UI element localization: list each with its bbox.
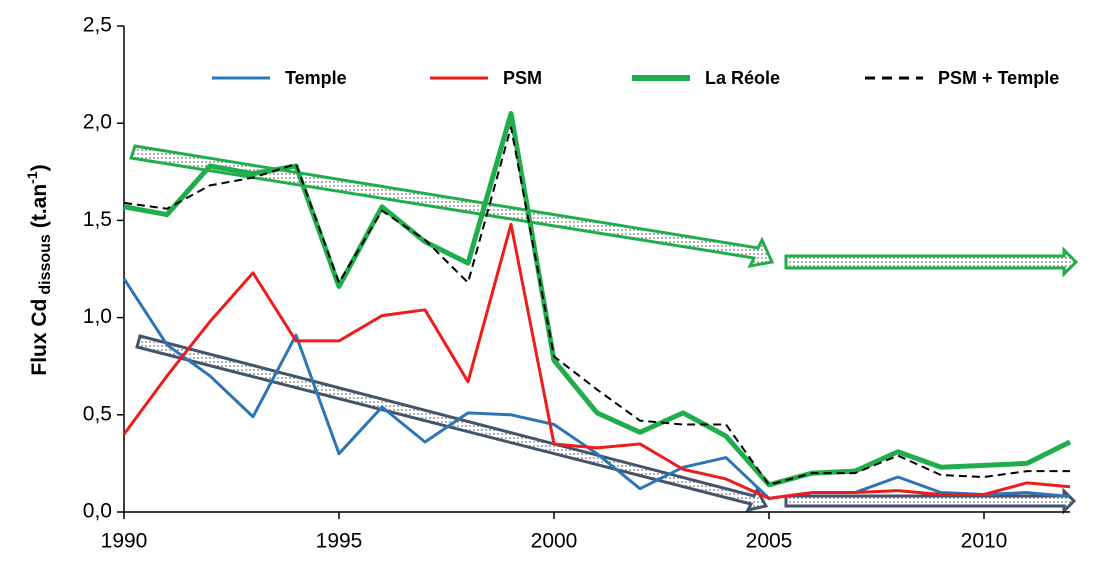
x-tick-label: 2005 [746,530,793,553]
x-tick-label: 1990 [101,530,148,553]
y-tick-label: 2,0 [83,111,112,134]
series-line [122,277,1071,500]
legend-label: La Réole [705,68,780,88]
x-tick-label: 2000 [531,530,578,553]
legend-label: PSM + Temple [938,68,1059,88]
y-label-sub: dissous [37,234,54,295]
y-tick-label: 0,5 [83,402,112,425]
trend-arrows [129,144,1079,515]
x-tick-label: 1995 [316,530,363,553]
y-label-part: Flux Cd [28,299,51,376]
trend-arrow [129,144,775,269]
y-tick-label: 1,0 [83,305,112,328]
y-label-part: (t.an [28,184,51,228]
legend-item: PSM + Temple [865,68,1059,88]
series-line [122,222,1071,500]
legend-item: PSM [430,68,542,88]
y-label-sup: -1 [24,171,40,184]
legend-label: PSM [503,68,542,88]
legend-item: Temple [212,68,347,88]
legend-label: Temple [285,68,347,88]
y-tick-label: 2,5 [83,14,112,37]
trend-arrow [784,246,1079,278]
x-tick-label: 2010 [961,530,1008,553]
y-tick-label: 1,5 [83,208,112,231]
series-line [123,110,1072,488]
series-line [123,126,1070,486]
y-label-part: ) [28,164,51,171]
y-tick-label: 0,0 [83,500,112,523]
legend-item: La Réole [632,68,780,88]
y-axis-label: Flux Cd dissous (t.an-1) [24,164,55,375]
